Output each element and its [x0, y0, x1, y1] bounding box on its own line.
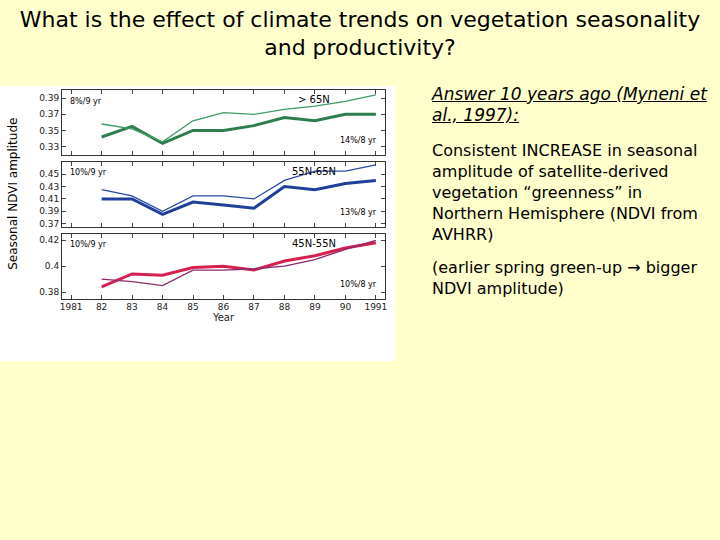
html-text:What is the effect of climate: What is the effect of climate trends on …: [19, 7, 701, 60]
svg-text:87: 87: [248, 302, 259, 312]
svg-text:> 65N: > 65N: [298, 94, 330, 105]
svg-text:83: 83: [126, 302, 137, 312]
svg-text:0.37: 0.37: [39, 219, 59, 229]
svg-text:0.45: 0.45: [39, 169, 59, 179]
svg-text:10%/9 yr: 10%/9 yr: [70, 240, 107, 249]
svg-text:1991: 1991: [364, 302, 387, 312]
svg-text:10%/9 yr: 10%/9 yr: [70, 168, 107, 177]
svg-text:1981: 1981: [60, 302, 83, 312]
svg-text:55N-65N: 55N-65N: [292, 166, 336, 177]
svg-text:0.33: 0.33: [39, 142, 59, 152]
svg-text:8%/9 yr: 8%/9 yr: [70, 97, 102, 106]
svg-text:0.39: 0.39: [39, 206, 59, 216]
svg-text:0.35: 0.35: [39, 126, 59, 136]
svg-text:0.4: 0.4: [45, 261, 60, 271]
svg-text:85: 85: [187, 302, 198, 312]
svg-text:10%/8 yr: 10%/8 yr: [340, 280, 377, 289]
svg-text:0.43: 0.43: [39, 182, 59, 192]
svg-text:14%/8 yr: 14%/8 yr: [340, 136, 377, 145]
svg-text:13%/8 yr: 13%/8 yr: [340, 208, 377, 217]
svg-text:86: 86: [218, 302, 230, 312]
svg-text:0.39: 0.39: [39, 93, 59, 103]
html-text:(earlier spring green-up → big: (earlier spring green-up → bigger NDVI a…: [432, 258, 697, 298]
svg-text:0.41: 0.41: [39, 194, 59, 204]
svg-text:0.37: 0.37: [39, 109, 59, 119]
svg-text:Year: Year: [212, 312, 235, 323]
svg-text:Seasonal NDVI amplitude: Seasonal NDVI amplitude: [6, 118, 20, 270]
svg-text:84: 84: [157, 302, 169, 312]
svg-text:0.42: 0.42: [39, 235, 59, 245]
svg-text:90: 90: [340, 302, 352, 312]
html-text:Answer 10 years ago (Myneni et: Answer 10 years ago (Myneni et al., 1997…: [432, 84, 707, 125]
svg-text:89: 89: [309, 302, 321, 312]
html-text:Consistent INCREASE in seasona: Consistent INCREASE in seasonal amplitud…: [432, 141, 698, 244]
svg-text:88: 88: [279, 302, 291, 312]
svg-text:0.38: 0.38: [39, 287, 59, 297]
svg-text:82: 82: [96, 302, 107, 312]
svg-text:45N-55N: 45N-55N: [292, 238, 336, 249]
